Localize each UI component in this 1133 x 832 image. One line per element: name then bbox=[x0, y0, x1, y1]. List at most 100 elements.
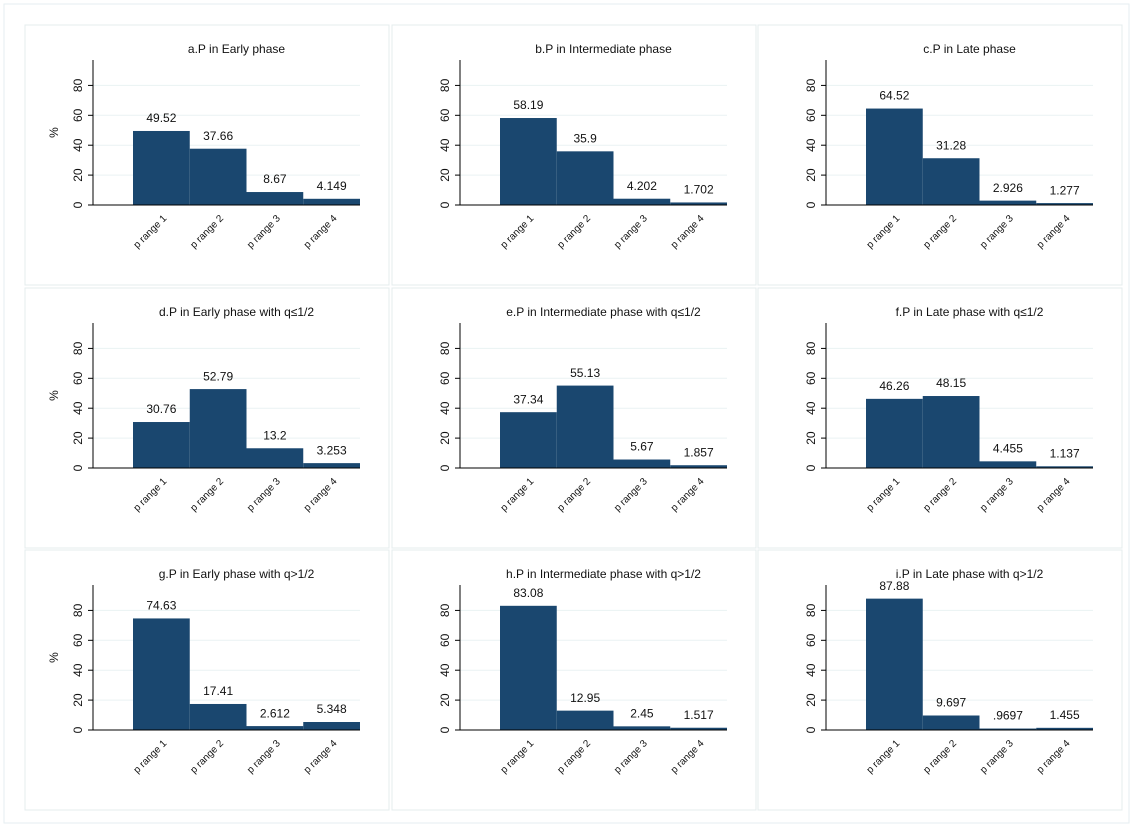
bar bbox=[979, 461, 1037, 468]
y-tick-label: 20 bbox=[438, 693, 452, 707]
bar bbox=[189, 389, 247, 468]
y-tick-label: 20 bbox=[804, 431, 818, 445]
bar bbox=[500, 605, 557, 730]
panel: d.P in Early phase with q≤1/2% 0 20 40 60 80 3… bbox=[24, 287, 390, 549]
y-tick-label: 20 bbox=[71, 693, 85, 707]
bar bbox=[246, 192, 304, 205]
bar bbox=[500, 412, 557, 468]
value-label: 5.67 bbox=[630, 440, 654, 454]
chart-title: i.P in Late phase with q>1/2 bbox=[896, 567, 1044, 581]
value-label: .9697 bbox=[993, 709, 1023, 723]
panel-background bbox=[391, 549, 757, 811]
bar bbox=[556, 710, 614, 730]
bar bbox=[613, 459, 671, 468]
chart-title: a.P in Early phase bbox=[188, 42, 285, 56]
value-label: 46.26 bbox=[879, 379, 909, 393]
value-label: 1.455 bbox=[1050, 708, 1080, 722]
bar bbox=[922, 158, 980, 205]
value-label: 87.88 bbox=[879, 579, 909, 593]
chart-title: f.P in Late phase with q≤1/2 bbox=[896, 305, 1044, 319]
y-tick-label: 60 bbox=[804, 633, 818, 647]
bar bbox=[556, 151, 614, 205]
y-tick-label: 0 bbox=[438, 201, 452, 208]
value-label: 83.08 bbox=[513, 586, 543, 600]
bar bbox=[922, 396, 980, 468]
bar bbox=[866, 108, 923, 205]
y-tick-label: 0 bbox=[438, 464, 452, 471]
chart-title: b.P in Intermediate phase bbox=[535, 42, 672, 56]
value-label: 2.45 bbox=[630, 707, 654, 721]
y-axis-label: % bbox=[47, 390, 61, 401]
bar bbox=[133, 422, 190, 468]
y-tick-label: 20 bbox=[438, 168, 452, 182]
value-label: 2.926 bbox=[993, 181, 1023, 195]
bar bbox=[613, 726, 671, 730]
y-tick-label: 80 bbox=[71, 341, 85, 355]
bar bbox=[670, 202, 727, 205]
y-tick-label: 0 bbox=[804, 464, 818, 471]
y-tick-label: 60 bbox=[804, 371, 818, 385]
value-label: 4.202 bbox=[627, 179, 657, 193]
y-axis-label: % bbox=[47, 652, 61, 663]
bar bbox=[979, 728, 1037, 730]
y-tick-label: 40 bbox=[438, 401, 452, 415]
y-tick-label: 20 bbox=[438, 431, 452, 445]
value-label: 2.612 bbox=[260, 706, 290, 720]
y-tick-label: 60 bbox=[438, 633, 452, 647]
bar bbox=[1036, 727, 1093, 730]
chart-title: e.P in Intermediate phase with q≤1/2 bbox=[506, 305, 701, 319]
bar bbox=[303, 198, 360, 205]
value-label: 5.348 bbox=[317, 702, 347, 716]
y-tick-label: 60 bbox=[438, 108, 452, 122]
value-label: 31.28 bbox=[936, 138, 966, 152]
y-tick-label: 80 bbox=[71, 78, 85, 92]
y-tick-label: 20 bbox=[71, 431, 85, 445]
y-tick-label: 0 bbox=[804, 726, 818, 733]
value-label: 37.34 bbox=[513, 392, 543, 406]
panel-background bbox=[757, 24, 1123, 286]
panel: b.P in Intermediate phase02040608058.19p… bbox=[391, 24, 757, 286]
y-tick-label: 40 bbox=[71, 401, 85, 415]
value-label: 35.9 bbox=[573, 132, 597, 146]
chart-title: c.P in Late phase bbox=[923, 42, 1016, 56]
y-tick-label: 40 bbox=[438, 663, 452, 677]
chart-title: g.P in Early phase with q>1/2 bbox=[159, 567, 315, 581]
value-label: 74.63 bbox=[146, 599, 176, 613]
y-tick-label: 20 bbox=[804, 168, 818, 182]
y-tick-label: 20 bbox=[71, 168, 85, 182]
bar bbox=[670, 727, 727, 730]
value-label: 55.13 bbox=[570, 366, 600, 380]
value-label: 37.66 bbox=[203, 129, 233, 143]
bar bbox=[670, 465, 727, 468]
y-tick-label: 60 bbox=[71, 633, 85, 647]
chart-title: h.P in Intermediate phase with q>1/2 bbox=[506, 567, 701, 581]
value-label: 58.19 bbox=[513, 98, 543, 112]
y-tick-label: 60 bbox=[438, 371, 452, 385]
bar bbox=[1036, 466, 1093, 468]
bar bbox=[133, 130, 190, 205]
value-label: 1.137 bbox=[1050, 446, 1080, 460]
value-label: 1.702 bbox=[684, 183, 714, 197]
bar bbox=[1036, 203, 1093, 205]
value-label: 12.95 bbox=[570, 691, 600, 705]
y-tick-label: 60 bbox=[804, 108, 818, 122]
y-tick-label: 40 bbox=[804, 401, 818, 415]
value-label: 64.52 bbox=[879, 89, 909, 103]
y-tick-label: 80 bbox=[804, 603, 818, 617]
bar bbox=[303, 722, 360, 730]
y-tick-label: 60 bbox=[71, 371, 85, 385]
value-label: 1.517 bbox=[684, 708, 714, 722]
y-tick-label: 80 bbox=[804, 341, 818, 355]
value-label: 8.67 bbox=[263, 172, 287, 186]
bar bbox=[133, 618, 190, 730]
panel-background bbox=[24, 549, 390, 811]
bar bbox=[613, 198, 671, 205]
y-tick-label: 80 bbox=[438, 341, 452, 355]
bar bbox=[922, 715, 980, 730]
y-tick-label: 80 bbox=[438, 78, 452, 92]
y-tick-label: 40 bbox=[71, 138, 85, 152]
y-tick-label: 0 bbox=[438, 726, 452, 733]
